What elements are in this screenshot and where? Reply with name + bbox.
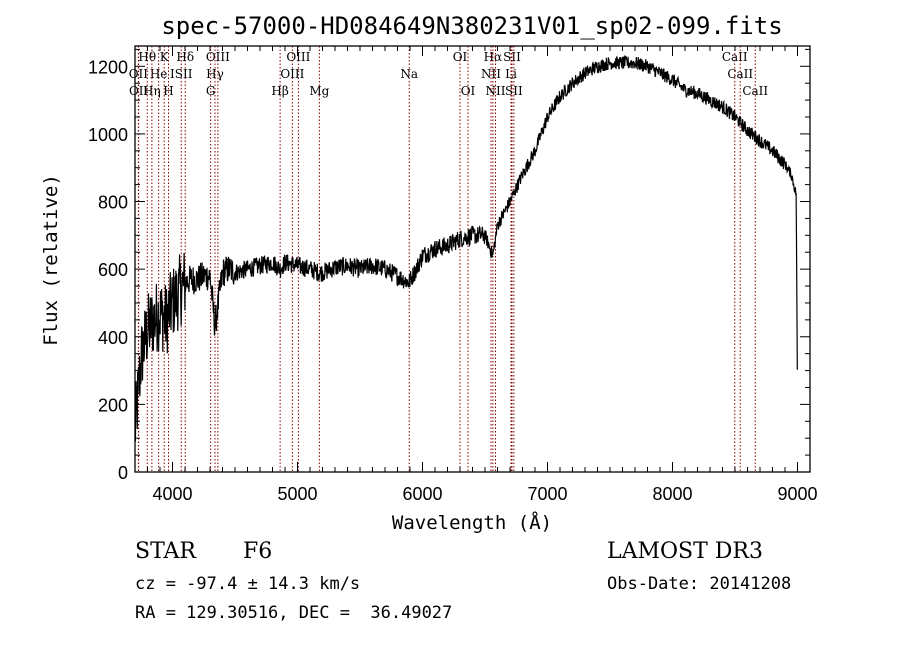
line-marker-label-21: NII [486,84,506,98]
y-tick-label-600: 600 [98,260,128,280]
line-marker-label-8: ISII [170,67,193,81]
line-marker-label-20: NII [481,67,501,81]
line-marker-label-0: Hθ [138,50,156,64]
line-marker-label-27: CaII [742,84,768,98]
survey-name: LAMOST DR3 [607,539,763,564]
line-marker-label-19: Hα [484,50,503,64]
observation-date: Obs-Date: 20141208 [607,574,792,594]
x-tick-label-5000: 5000 [277,484,317,504]
line-marker-label-2: OII [129,84,149,98]
object-class: STAR [135,539,196,564]
line-marker-label-10: Hγ [206,67,224,81]
line-marker-label-26: CaII [727,67,753,81]
spectral-subclass: F6 [243,539,273,564]
line-marker-label-4: He [150,67,168,81]
line-marker-label-22: SII [503,50,521,64]
x-tick-label-7000: 7000 [527,484,567,504]
line-marker-label-5: Hη [143,84,161,98]
line-marker-label-9: OIII [206,50,230,64]
coordinates: RA = 129.30516, DEC = 36.49027 [135,603,453,623]
line-marker-label-23: Li [505,67,517,81]
x-tick-label-8000: 8000 [652,484,692,504]
spectrum-line [134,54,798,442]
line-marker-label-15: Mg [309,84,329,98]
y-tick-label-0: 0 [118,463,128,483]
line-marker-label-18: OI [461,84,476,98]
y-tick-label-1200: 1200 [88,57,128,77]
x-tick-label-4000: 4000 [152,484,192,504]
x-tick-label-6000: 6000 [402,484,442,504]
line-marker-label-12: Hβ [271,84,288,98]
line-marker-label-11: G [206,84,216,98]
y-tick-label-1000: 1000 [88,125,128,145]
x-axis-label: Wavelength (Å) [392,511,552,534]
chart-title: spec-57000-HD084649N380231V01_sp02-099.f… [161,12,782,40]
line-marker-label-25: CaII [722,50,748,64]
axis-ticks: 4000 5000 6000 7000 8000 9000 0 200 400 600 800 100… [88,46,818,504]
line-marker-label-7: Hδ [176,50,194,64]
y-tick-label-800: 800 [98,193,128,213]
plot-frame [134,45,811,473]
line-marker-label-13: OIII [286,50,310,64]
redshift-velocity: cz = -97.4 ± 14.3 km/s [135,574,361,594]
line-marker-label-16: Na [400,67,418,81]
line-marker-label-6: H [163,84,173,98]
y-tick-label-200: 200 [98,395,128,415]
line-marker-label-14: OIII [280,67,304,81]
y-axis-label: Flux (relative) [40,174,62,346]
y-tick-label-400: 400 [98,328,128,348]
line-marker-label-24: SII [505,84,523,98]
line-marker-label-17: OI [453,50,468,64]
x-tick-label-9000: 9000 [777,484,817,504]
line-marker-label-3: K [160,50,170,64]
